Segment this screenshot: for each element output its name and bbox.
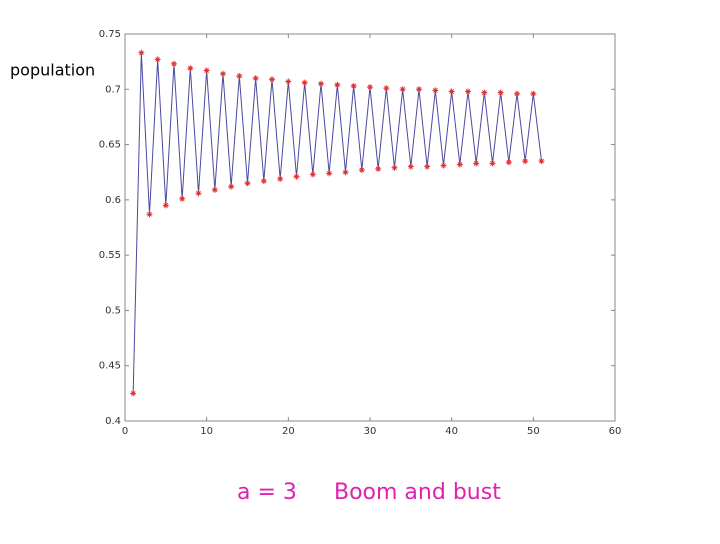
data-marker (538, 158, 545, 165)
data-marker (146, 211, 153, 218)
data-marker (228, 183, 235, 190)
y-tick-label: 0.6 (105, 195, 121, 206)
data-marker (301, 79, 308, 86)
data-marker (530, 90, 537, 97)
data-marker (489, 160, 496, 167)
data-marker (260, 178, 267, 185)
x-tick-label: 10 (200, 426, 213, 437)
y-tick-label: 0.4 (105, 416, 121, 427)
data-marker (162, 202, 169, 209)
data-marker (448, 88, 455, 95)
data-marker (497, 89, 504, 96)
data-marker (203, 67, 210, 74)
data-marker (465, 88, 471, 95)
x-tick-label: 20 (282, 426, 295, 437)
data-marker (407, 163, 414, 170)
data-marker (383, 85, 390, 92)
data-marker (473, 160, 480, 167)
x-tick-label: 30 (364, 426, 377, 437)
data-marker (505, 159, 512, 166)
data-marker (269, 76, 275, 83)
data-marker (342, 169, 349, 176)
data-marker (252, 75, 259, 82)
y-axis-label: population (10, 61, 95, 80)
data-marker (456, 161, 463, 168)
data-marker (293, 173, 300, 180)
y-tick-label: 0.55 (99, 250, 121, 261)
ylabel-box (4, 58, 104, 84)
data-marker (309, 171, 316, 178)
data-marker (522, 158, 529, 165)
data-marker (481, 89, 488, 96)
data-marker (375, 165, 382, 172)
data-marker (399, 86, 406, 93)
data-marker (195, 190, 202, 197)
data-marker (171, 60, 177, 67)
data-marker (154, 56, 161, 63)
data-marker (318, 80, 324, 87)
data-marker (179, 195, 186, 202)
y-tick-label: 0.45 (99, 361, 121, 372)
y-tick-label: 0.5 (105, 305, 121, 316)
data-marker (350, 82, 357, 89)
data-marker (358, 167, 365, 174)
data-marker (334, 81, 341, 88)
annotation: a = 3 (237, 480, 297, 505)
data-marker (326, 170, 333, 177)
data-marker (367, 84, 373, 91)
data-marker (130, 390, 137, 397)
data-marker (432, 87, 439, 94)
data-marker (416, 86, 422, 93)
data-marker (285, 78, 292, 85)
data-marker (138, 49, 145, 56)
x-tick-label: 60 (609, 426, 622, 437)
x-tick-label: 50 (527, 426, 540, 437)
y-tick-label: 0.65 (99, 140, 121, 151)
data-marker (277, 175, 284, 182)
y-tick-label: 0.7 (105, 84, 121, 95)
y-tick-label: 0.75 (99, 29, 121, 40)
data-marker (220, 70, 226, 77)
data-marker (187, 65, 194, 72)
data-marker (424, 163, 431, 170)
data-marker (391, 164, 398, 171)
data-marker (440, 162, 447, 169)
data-line (132, 52, 542, 394)
data-marker (244, 180, 251, 187)
x-tick-label: 40 (445, 426, 458, 437)
annotation: Boom and bust (334, 480, 501, 505)
data-marker (514, 90, 520, 97)
x-tick-label: 0 (122, 426, 128, 437)
data-marker (236, 73, 243, 80)
data-marker (211, 186, 218, 193)
